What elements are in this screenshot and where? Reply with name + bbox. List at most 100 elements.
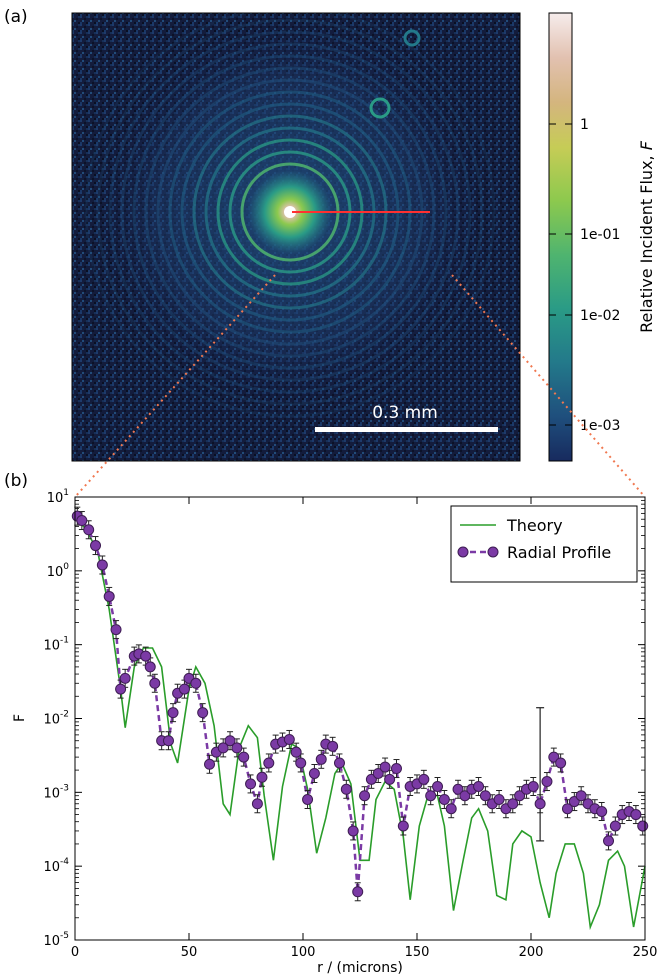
radial-profile-point [390, 763, 402, 775]
colorbar-tick-label: 1e-01 [580, 227, 620, 243]
scale-bar-label: 0.3 mm [372, 403, 438, 423]
radial-profile-series [71, 506, 649, 902]
radial-profile-point [575, 790, 587, 802]
colorbar-ticks: 1 1e-01 1e-02 1e-03 [549, 117, 620, 434]
radial-profile-point [534, 798, 546, 810]
radial-profile-point [630, 809, 642, 821]
y-tick-label: 10-2 [43, 710, 69, 728]
radial-profile-point [295, 757, 307, 769]
y-tick-label: 100 [47, 562, 70, 580]
radial-profile-point [333, 757, 345, 769]
legend-profile-label: Radial Profile [507, 543, 611, 562]
radial-profile-point [140, 650, 152, 662]
radial-profile-point [119, 672, 131, 684]
theory-line [74, 515, 646, 931]
radial-profile-point [103, 590, 115, 602]
radial-profile-point [541, 776, 553, 788]
colorbar-label: Relative Incident Flux, F [637, 140, 656, 333]
radial-profile-point [238, 751, 250, 763]
diffraction-ring [132, 54, 448, 370]
legend-profile-marker [487, 546, 499, 558]
colorbar-tick-label: 1e-03 [580, 418, 620, 434]
secondary-spot [403, 29, 421, 47]
legend: Theory Radial Profile [450, 505, 638, 583]
radial-profile-point [263, 757, 275, 769]
diffraction-ring [84, 13, 496, 418]
radial-profile-point [379, 761, 391, 773]
radial-profile-point [110, 624, 122, 636]
secondary-spot [369, 97, 391, 119]
radial-profile-point [283, 733, 295, 745]
radial-profile-point [603, 835, 615, 847]
y-tick-label: 101 [47, 488, 69, 506]
colorbar-tick-label: 1 [580, 117, 589, 133]
radial-profile-point [493, 793, 505, 805]
radial-profile-point [115, 683, 127, 695]
radial-profile-point [302, 793, 314, 805]
image-frame [71, 12, 521, 462]
radial-profile-point [340, 783, 352, 795]
radial-profile-point [473, 780, 485, 792]
radial-profile-point [197, 707, 209, 719]
radial-profile-point [438, 793, 450, 805]
radial-profile-point [162, 735, 174, 747]
x-axis-label: r / (microns) [317, 960, 403, 976]
radial-profile-point [418, 773, 430, 785]
zoom-line-right [451, 274, 646, 498]
radial-profile-point [327, 740, 339, 752]
radial-profile-point [178, 683, 190, 695]
radial-profile-point [144, 661, 156, 673]
radial-profile-point [256, 771, 268, 783]
x-tick-label: 100 [291, 945, 316, 960]
radial-profile-point [507, 798, 519, 810]
radial-profile-point [245, 778, 257, 790]
colorbar-tick-label: 1e-02 [580, 308, 620, 324]
radial-profile-point [204, 758, 216, 770]
radial-profile-point [397, 820, 409, 832]
plot-frame [74, 496, 646, 941]
y-tick-label: 10-5 [43, 931, 69, 949]
radial-profile-point [217, 742, 229, 754]
radial-profile-point [637, 820, 649, 832]
y-tick-label: 10-3 [43, 783, 69, 801]
zoom-line-left [74, 274, 276, 498]
radial-profile-point [555, 757, 567, 769]
diffraction-image [72, 13, 520, 461]
radial-profile-point [224, 735, 236, 747]
radial-profile-point [96, 559, 108, 571]
radial-profile-point [459, 790, 471, 802]
x-tick-label: 250 [633, 945, 658, 960]
x-tick-label: 0 [71, 945, 79, 960]
radial-profile-point [384, 773, 396, 785]
radial-profile-point [347, 825, 359, 837]
radial-profile-point [76, 515, 88, 527]
radial-profile-point [167, 707, 179, 719]
radial-profile-point [596, 806, 608, 818]
diffraction-ring [96, 18, 484, 406]
radial-profile-point [251, 798, 263, 810]
radial-profile-point [561, 803, 573, 815]
radial-profile-point [452, 783, 464, 795]
radial-profile-point [359, 790, 371, 802]
radial-profile-point [372, 767, 384, 779]
radial-profile-point [149, 677, 161, 689]
theory-series [74, 515, 646, 931]
radial-profile-point [308, 767, 320, 779]
radial-profile-point [445, 803, 457, 815]
panel-b-label: (b) [4, 471, 28, 491]
colorbar [548, 12, 573, 462]
y-tick-label: 10-4 [43, 857, 69, 875]
radial-profile-point [432, 780, 444, 792]
radial-profile-point [231, 742, 243, 754]
radial-profile-point [83, 524, 95, 536]
diffraction-ring [144, 66, 436, 358]
x-tick-label: 150 [405, 945, 430, 960]
radial-profile-point [514, 790, 526, 802]
diffraction-ring [120, 42, 460, 382]
legend-box [450, 505, 638, 583]
diffraction-ring [108, 30, 472, 394]
radial-profile-point [479, 790, 491, 802]
radial-profile-point [190, 677, 202, 689]
radial-profile-point [352, 886, 364, 898]
